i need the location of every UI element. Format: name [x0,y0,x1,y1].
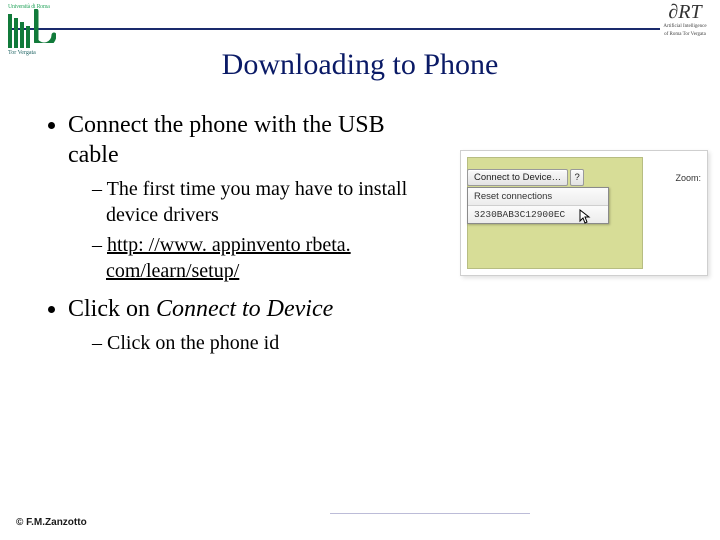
slide: Università di Roma Tor Vergata ∂RT Artif… [0,0,720,540]
header-rule [10,28,660,30]
footer-rule [330,513,530,514]
bullet-click-connect: Click on Connect to Device Click on the … [68,294,440,356]
art-logo-text: ∂RT [656,2,714,22]
setup-link[interactable]: http: //www. appinvento rbeta. com/learn… [106,234,351,282]
bullet-connect-phone: Connect the phone with the USB cable The… [68,110,440,284]
connect-to-device-button[interactable]: Connect to Device… [467,169,568,186]
art-logo-sub2: of Roma Tor Vergata [656,32,714,38]
sub-bullet-drivers: The first time you may have to install d… [92,176,440,228]
slide-title: Downloading to Phone [0,48,720,82]
connect-menu-wrap: Connect to Device… ? Reset connections 3… [467,169,609,224]
connect-dropdown: Reset connections 3230BAB3C12900EC [467,187,609,224]
help-button[interactable]: ? [570,169,584,186]
body-text: Connect the phone with the USB cable The… [40,110,440,366]
sub-bullet-phone-id: Click on the phone id [92,330,440,356]
bullet-2-pre: Click on [68,296,156,322]
zoom-label: Zoom: [675,173,701,183]
bullet-1-text: Connect the phone with the USB cable [68,112,385,168]
art-logo: ∂RT Artificial Intelligence of Roma Tor … [656,2,714,37]
embedded-screenshot: Zoom: Connect to Device… ? Reset connect… [460,150,708,276]
logo-left-bars [8,14,56,48]
menu-item-device-id[interactable]: 3230BAB3C12900EC [468,206,608,223]
menu-item-reset[interactable]: Reset connections [468,188,608,206]
logo-left-glyph [34,9,56,48]
art-logo-sub1: Artificial Intelligence [656,24,714,30]
copyright-footer: © F.M.Zanzotto [16,517,87,528]
sub-bullet-link: http: //www. appinvento rbeta. com/learn… [92,232,440,284]
bullet-2-em: Connect to Device [156,296,333,322]
